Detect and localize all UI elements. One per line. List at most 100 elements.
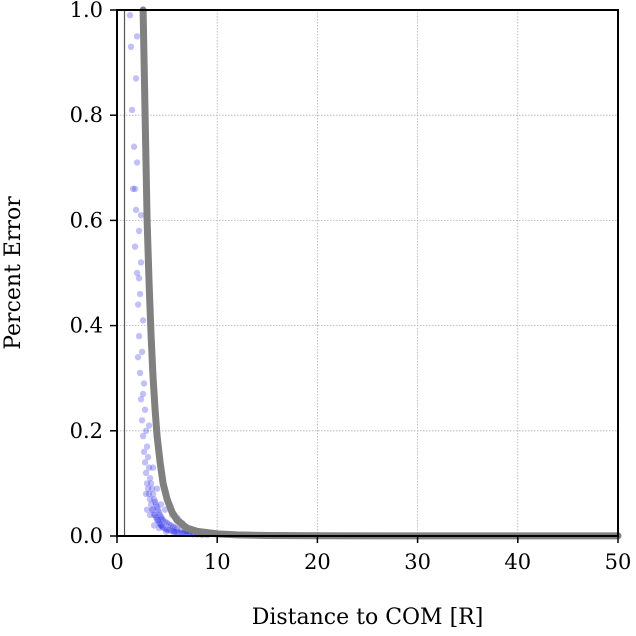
- y-tick-label: 0.0: [70, 524, 103, 548]
- scatter-point: [137, 211, 145, 219]
- y-tick-label: 0.6: [70, 208, 103, 232]
- scatter-point: [149, 506, 157, 513]
- scatter-point: [127, 43, 135, 51]
- scatter-point: [140, 448, 148, 456]
- scatter-point: [132, 75, 140, 82]
- scatter-point: [147, 501, 155, 508]
- scatter-point: [144, 453, 152, 461]
- scatter-point: [133, 269, 141, 277]
- scatter-point: [161, 525, 169, 532]
- scatter-point: [137, 259, 145, 266]
- scatter-point: [145, 464, 153, 471]
- scatter-point: [150, 522, 158, 529]
- scatter-point: [136, 290, 144, 298]
- scatter-point: [143, 506, 151, 513]
- scatter-point: [161, 506, 169, 513]
- scatter-point: [146, 474, 154, 482]
- scatter-point: [134, 301, 142, 308]
- x-tick-label: 30: [404, 550, 431, 574]
- scatter-point: [153, 517, 161, 524]
- scatter-point: [153, 485, 161, 492]
- scatter-point: [148, 485, 156, 492]
- y-tick-label: 0.8: [70, 103, 103, 127]
- scatter-point: [135, 227, 143, 235]
- scatter-point: [155, 519, 163, 527]
- scatter-point: [169, 523, 177, 530]
- scatter-point: [167, 527, 175, 534]
- scatter-point: [144, 485, 152, 492]
- scatter-point: [142, 427, 150, 434]
- scatter-point: [131, 185, 139, 193]
- scatter-point: [171, 524, 179, 531]
- scatter-point: [134, 353, 142, 361]
- scatter-point: [143, 480, 151, 487]
- scatter-point: [145, 422, 153, 429]
- scatter-point: [155, 524, 163, 532]
- y-tick-label: 1.0: [70, 0, 103, 22]
- scatter-point: [145, 490, 153, 498]
- x-tick-label: 10: [204, 550, 231, 574]
- scatter-point: [139, 317, 147, 324]
- scatter-point: [133, 159, 141, 166]
- scatter-point: [157, 522, 165, 529]
- scatter-point: [169, 528, 177, 535]
- scatter-point: [135, 332, 143, 340]
- x-tick-label: 40: [504, 550, 531, 574]
- scatter-point: [131, 243, 139, 250]
- scatter-point: [147, 480, 155, 487]
- scatter-point: [156, 521, 164, 528]
- scatter-point: [138, 417, 146, 424]
- x-tick-label: 0: [110, 550, 123, 574]
- scatter-point: [154, 517, 162, 524]
- scatter-point: [162, 528, 170, 535]
- grid-lines: [116, 9, 619, 537]
- y-axis-label: Percent Error: [1, 196, 26, 350]
- x-tick-label: 50: [605, 550, 632, 574]
- scatter-point: [167, 522, 175, 529]
- scatter-point: [161, 518, 169, 525]
- scatter-point: [132, 206, 140, 214]
- scatter-point: [151, 498, 159, 506]
- scatter-point: [126, 12, 134, 19]
- scatter-point: [165, 521, 173, 528]
- scatter-point: [181, 530, 189, 537]
- scatter-point: [130, 143, 138, 150]
- scatter-series: [126, 12, 211, 539]
- scatter-point: [151, 511, 159, 519]
- scatter-point: [170, 529, 178, 537]
- scatter-point: [163, 519, 171, 527]
- scatter-point: [139, 432, 147, 440]
- scatter-point: [165, 527, 173, 534]
- scatter-point: [137, 396, 145, 403]
- scatter-point: [156, 511, 164, 519]
- x-axis-ticks: 0 10 20 30 40 50: [110, 536, 631, 574]
- scatter-point: [136, 369, 144, 377]
- scatter-point: [142, 490, 150, 498]
- scatter-point: [157, 501, 165, 508]
- scatter-point: [142, 469, 150, 477]
- x-axis-label: Distance to COM [R]: [252, 605, 484, 630]
- scatter-point: [146, 511, 154, 519]
- scatter-point: [141, 406, 149, 413]
- scatter-point: [148, 506, 156, 513]
- scatter-point: [150, 511, 158, 519]
- scatter-point: [159, 517, 167, 524]
- scatter-point: [175, 529, 183, 537]
- scatter-point: [133, 33, 141, 40]
- scatter-point: [154, 506, 162, 513]
- scatter-point: [146, 495, 154, 503]
- fit-curve: [139, 6, 622, 540]
- scatter-point: [158, 515, 166, 522]
- scatter-point: [139, 390, 147, 398]
- scatter-point: [171, 528, 179, 535]
- scatter-point: [163, 526, 171, 533]
- scatter-point: [135, 275, 143, 282]
- scatter-point: [149, 490, 157, 498]
- scatter-point: [129, 185, 137, 193]
- scatter-point: [138, 348, 146, 356]
- scatter-point: [159, 524, 167, 531]
- scatter-point: [152, 514, 160, 521]
- scatter-point: [157, 513, 165, 521]
- scatter-point: [173, 525, 181, 532]
